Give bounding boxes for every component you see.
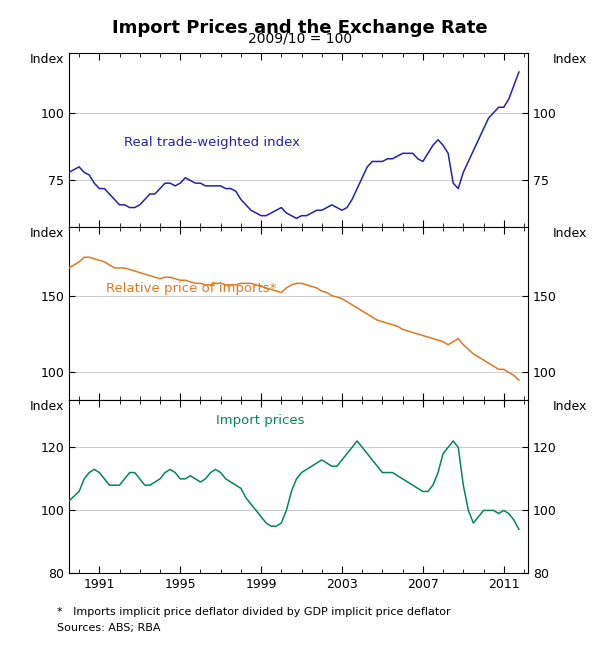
Text: Index: Index bbox=[30, 53, 64, 66]
Text: *   Imports implicit price deflator divided by GDP implicit price deflator: * Imports implicit price deflator divide… bbox=[57, 607, 451, 617]
Text: Index: Index bbox=[553, 400, 587, 413]
Text: Import prices: Import prices bbox=[216, 414, 304, 427]
Text: Sources: ABS; RBA: Sources: ABS; RBA bbox=[57, 623, 161, 633]
Text: Index: Index bbox=[30, 227, 64, 239]
Text: Relative price of imports*: Relative price of imports* bbox=[106, 282, 276, 295]
Text: 2009/10 = 100: 2009/10 = 100 bbox=[248, 32, 352, 46]
Text: Index: Index bbox=[553, 227, 587, 239]
Text: Real trade-weighted index: Real trade-weighted index bbox=[124, 137, 300, 149]
Text: Index: Index bbox=[553, 53, 587, 66]
Text: Index: Index bbox=[30, 400, 64, 413]
Text: Import Prices and the Exchange Rate: Import Prices and the Exchange Rate bbox=[112, 19, 488, 36]
